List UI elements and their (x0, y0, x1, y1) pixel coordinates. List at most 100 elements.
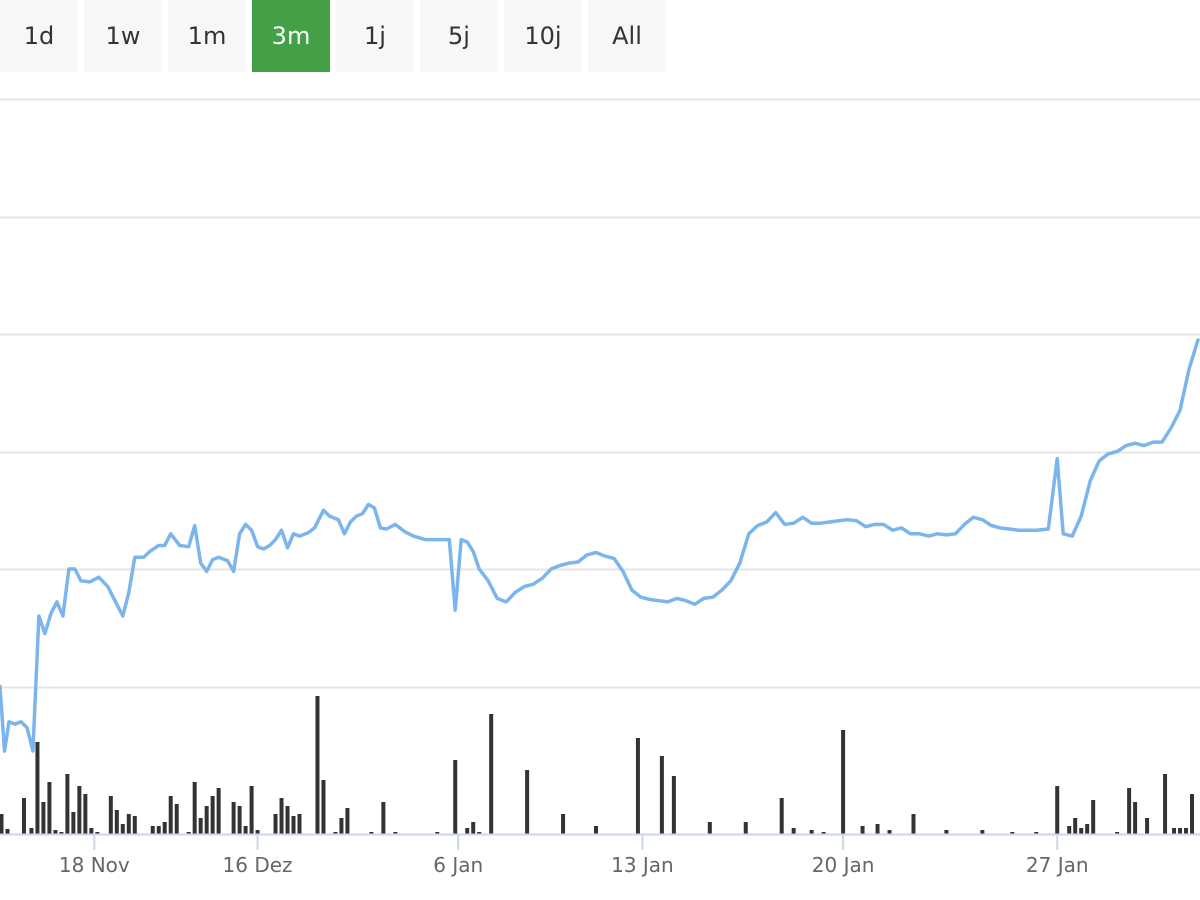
volume-bar (216, 788, 221, 834)
volume-bar (1178, 828, 1183, 834)
volume-bar (393, 832, 398, 834)
volume-bar (791, 828, 796, 834)
volume-bar (471, 822, 476, 834)
range-button-1d[interactable]: 1d (0, 0, 78, 72)
volume-bar (186, 832, 191, 834)
volume-bar (435, 832, 440, 834)
volume-bar (1127, 788, 1132, 834)
volume-bar (911, 814, 916, 834)
volume-bar (59, 832, 64, 834)
volume-bar (210, 796, 215, 834)
volume-bar (1085, 824, 1090, 834)
volume-bar (273, 814, 278, 834)
x-tick-label: 27 Jan (1026, 853, 1089, 877)
volume-bar (339, 818, 344, 834)
volume-bar (249, 786, 254, 834)
volume-bars (0, 696, 1195, 834)
x-tick-label: 20 Jan (812, 853, 875, 877)
x-tick-label: 18 Nov (59, 853, 130, 877)
volume-bar (1115, 832, 1120, 834)
volume-bar (671, 776, 676, 834)
volume-bar (743, 822, 748, 834)
volume-bar (132, 816, 137, 834)
volume-bar (1034, 832, 1039, 834)
volume-bar (809, 830, 814, 834)
range-button-1j[interactable]: 1j (336, 0, 414, 72)
volume-bar (707, 822, 712, 834)
volume-bar (779, 798, 784, 834)
volume-bar (89, 828, 94, 834)
volume-bar (279, 798, 284, 834)
volume-bar (1079, 828, 1084, 834)
x-axis: 18 Nov 16 Dez 6 Jan 13 Jan 20 Jan 27 Jan (0, 833, 1200, 877)
range-button-10j[interactable]: 10j (504, 0, 582, 72)
volume-bar (156, 826, 161, 834)
volume-bar (1190, 794, 1195, 834)
volume-bar (1091, 800, 1096, 834)
volume-bar (162, 822, 167, 834)
volume-bar (204, 806, 209, 834)
price-series (0, 338, 1200, 753)
volume-bar (944, 830, 949, 834)
volume-bar (345, 808, 350, 834)
volume-bar (108, 796, 113, 834)
volume-bar (1145, 818, 1150, 834)
volume-bar (321, 780, 326, 834)
volume-bar (77, 786, 82, 834)
volume-bar (860, 826, 865, 834)
price-line (0, 338, 1200, 753)
volume-bar (47, 782, 52, 834)
volume-bar (0, 814, 4, 834)
volume-bar (369, 832, 374, 834)
volume-bar (243, 826, 248, 834)
volume-bar (1067, 826, 1072, 834)
gridlines (0, 98, 1200, 689)
range-button-1w[interactable]: 1w (84, 0, 162, 72)
volume-bar (126, 814, 131, 834)
range-button-all[interactable]: All (588, 0, 666, 72)
volume-bar (83, 794, 88, 834)
volume-bar (333, 832, 338, 834)
volume-bar (381, 802, 386, 834)
volume-bar (635, 738, 640, 834)
volume-bar (21, 798, 26, 834)
volume-bar (477, 832, 482, 834)
range-button-1m[interactable]: 1m (168, 0, 246, 72)
volume-bar (150, 826, 155, 834)
volume-bar (95, 832, 100, 834)
range-button-3m[interactable]: 3m (252, 0, 330, 72)
volume-bar (453, 760, 458, 834)
volume-bar (41, 802, 46, 834)
volume-bar (821, 832, 826, 834)
volume-bar (465, 828, 470, 834)
volume-bar (29, 828, 34, 834)
range-button-5j[interactable]: 5j (420, 0, 498, 72)
volume-bar (297, 814, 302, 834)
volume-bar (1172, 828, 1177, 834)
volume-bar (887, 830, 892, 834)
x-tick-label: 6 Jan (433, 853, 483, 877)
volume-bar (1010, 832, 1015, 834)
x-tick-label: 13 Jan (611, 853, 674, 877)
volume-bar (315, 696, 320, 834)
volume-bar (561, 814, 566, 834)
volume-bar (53, 830, 58, 834)
volume-bar (291, 816, 296, 834)
volume-bar (980, 830, 985, 834)
volume-bar (255, 830, 260, 834)
volume-bar (875, 824, 880, 834)
volume-bar (192, 782, 197, 834)
volume-bar (35, 742, 40, 834)
volume-bar (5, 829, 10, 834)
volume-bar (1184, 828, 1189, 834)
volume-bar (65, 774, 70, 834)
volume-bar (1133, 802, 1138, 834)
volume-bar (1073, 818, 1078, 834)
volume-bar (489, 714, 494, 834)
volume-bar (237, 806, 242, 834)
volume-bar (285, 806, 290, 834)
volume-bar (174, 804, 179, 834)
volume-bar (525, 770, 530, 834)
volume-bar (198, 818, 203, 834)
